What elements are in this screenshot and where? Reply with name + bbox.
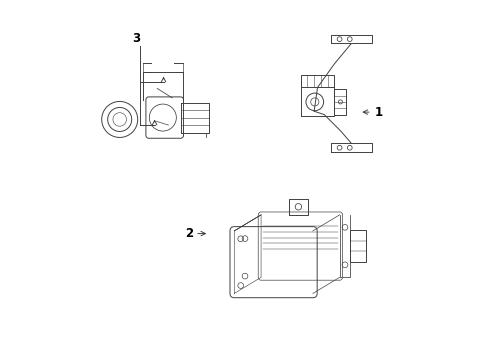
- Text: 3: 3: [132, 32, 140, 45]
- Text: 2: 2: [186, 227, 194, 240]
- Text: 1: 1: [375, 105, 383, 119]
